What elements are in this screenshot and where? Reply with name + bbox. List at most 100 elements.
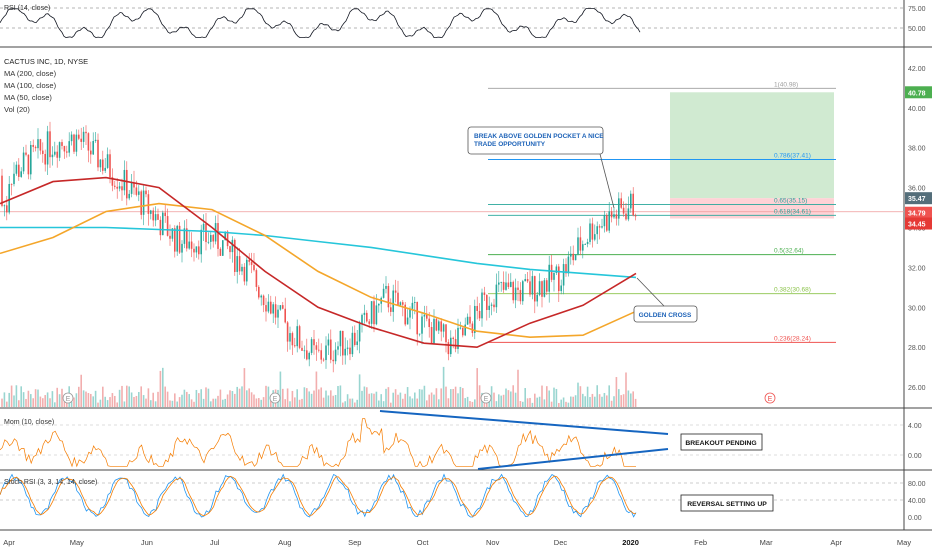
candle-body <box>486 294 488 310</box>
candle-body <box>10 183 13 185</box>
candle-body <box>517 287 519 290</box>
volume-bar <box>210 401 212 407</box>
candle-body <box>315 345 318 350</box>
candle-body <box>171 228 174 239</box>
candle-body <box>483 292 486 295</box>
volume-bar <box>44 395 46 407</box>
volume-bar <box>73 397 75 407</box>
price-badge-label: 34.79 <box>908 211 926 218</box>
volume-bar <box>301 398 303 407</box>
candle-body <box>488 305 490 310</box>
volume-bar <box>128 386 130 407</box>
volume-bar <box>483 401 486 407</box>
candle-body <box>274 304 277 318</box>
volume-bar <box>258 398 260 407</box>
candle-body <box>368 321 370 324</box>
candle-body <box>42 150 44 154</box>
candle-body <box>1 175 3 206</box>
candle-body <box>181 243 183 253</box>
volume-bar <box>250 392 253 407</box>
momentum-line <box>0 418 636 468</box>
earnings-marker <box>62 392 74 404</box>
candle-body <box>236 256 238 272</box>
rsi-tick-label: 75.00 <box>908 6 926 13</box>
candle-body <box>541 281 543 297</box>
volume-bar <box>39 396 42 407</box>
candle-body <box>282 305 284 309</box>
volume-bar <box>10 385 13 407</box>
candle-body <box>414 301 416 303</box>
price-badge-label: 40.78 <box>908 90 926 97</box>
candle-body <box>90 150 92 155</box>
candle-body <box>58 142 61 158</box>
volume-bar <box>411 398 414 407</box>
volume-bar <box>610 400 613 407</box>
volume-bar <box>253 394 255 407</box>
candle-body <box>313 339 315 346</box>
indicator-label-ma200: MA (200, close) <box>4 69 57 78</box>
volume-bar <box>70 401 73 407</box>
candle-body <box>618 198 620 219</box>
candle-body <box>390 307 392 312</box>
golden-cross-text: GOLDEN CROSS <box>639 312 692 319</box>
volume-bar <box>440 388 442 407</box>
volume-bar <box>529 397 531 407</box>
candle-body <box>387 286 390 308</box>
volume-bar <box>186 391 188 407</box>
candle-body <box>625 213 627 220</box>
candle-body <box>546 280 548 292</box>
candle-body <box>142 190 145 215</box>
volume-bar <box>366 387 368 407</box>
volume-bar <box>373 393 375 407</box>
volume-bar <box>397 394 399 407</box>
candle-body <box>303 350 306 352</box>
volume-bar <box>538 396 541 407</box>
candle-body <box>61 142 63 146</box>
volume-bar <box>524 388 526 407</box>
candle-body <box>234 239 236 272</box>
volume-bar <box>361 390 363 407</box>
volume-bar <box>534 393 536 407</box>
candle-body <box>260 295 262 298</box>
candle-body <box>610 211 613 218</box>
candle-body <box>445 324 447 343</box>
candle-body <box>601 226 603 228</box>
price-tick-label: 38.00 <box>908 146 926 153</box>
candle-body <box>219 248 222 256</box>
x-tick-label: May <box>70 538 84 547</box>
candle-body <box>322 359 325 361</box>
earnings-marker-label: E <box>273 396 278 403</box>
breakout-callout-line: BREAK ABOVE GOLDEN POCKET A NICE <box>474 133 604 140</box>
candle-body <box>277 309 279 318</box>
candle-body <box>6 205 8 213</box>
candle-body <box>157 214 159 220</box>
candle-body <box>118 186 121 189</box>
candle-body <box>526 279 529 282</box>
volume-bar <box>390 402 392 407</box>
breakout-callout-line: TRADE OPPORTUNITY <box>474 141 546 148</box>
volume-bar <box>87 393 90 407</box>
volume-bar <box>416 398 418 407</box>
volume-bar <box>138 392 140 407</box>
candle-body <box>78 134 80 139</box>
volume-bar <box>130 392 133 407</box>
candle-body <box>481 292 483 319</box>
candle-body <box>106 154 109 168</box>
candle-body <box>44 153 46 165</box>
candle-body <box>411 302 414 309</box>
volume-bar <box>452 389 454 407</box>
candle-body <box>63 145 66 152</box>
fib-level-label: 0.786(37.41) <box>774 152 811 159</box>
volume-bar <box>255 398 258 407</box>
volume-bar <box>46 392 49 407</box>
reversal-text: REVERSAL SETTING UP <box>687 501 767 508</box>
moving-average-line <box>0 176 637 349</box>
candle-body <box>164 212 166 217</box>
volume-bar <box>231 391 234 407</box>
candle-body <box>524 279 526 282</box>
volume-bar <box>337 386 339 407</box>
candle-body <box>243 266 246 282</box>
volume-bar <box>464 398 466 407</box>
earnings-marker <box>480 392 492 404</box>
